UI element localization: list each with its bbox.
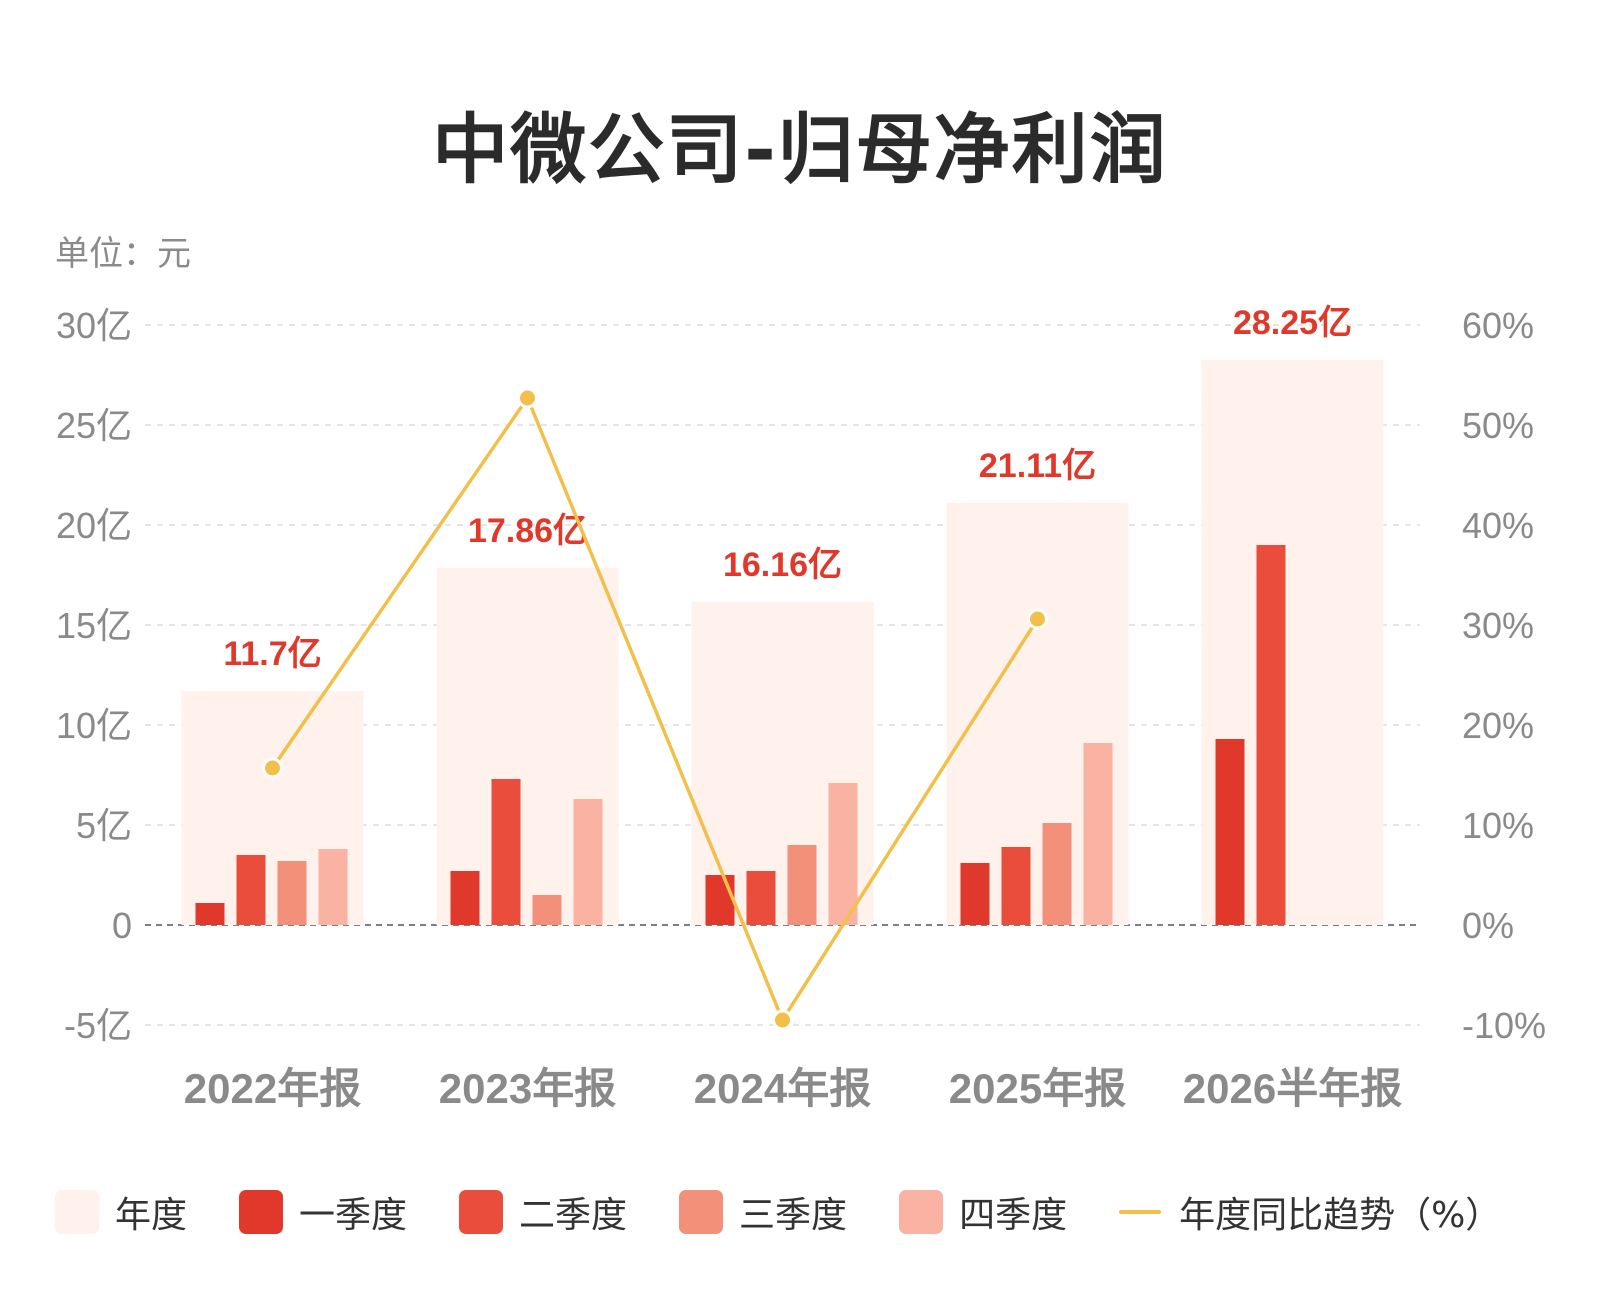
trend-point [1027, 608, 1048, 630]
left-axis-tick-label: 0 [112, 905, 132, 946]
unit-label: 单位：元 [55, 234, 191, 274]
trend-point [517, 387, 538, 409]
legend-swatch-q2 [459, 1190, 504, 1234]
quarter-bar-q2 [746, 871, 776, 925]
legend-swatch-q1 [239, 1190, 284, 1234]
legend-label-q3: 三季度 [739, 1195, 848, 1236]
trend-point [262, 757, 283, 779]
left-axis-tick-label: 15亿 [56, 605, 132, 646]
annual-value-label: 21.11亿 [979, 447, 1096, 485]
quarter-bar-q3 [787, 845, 817, 925]
legend-label-annual: 年度 [115, 1195, 188, 1236]
legend-item-q2: 二季度 [459, 1186, 627, 1238]
legend-item-q1: 一季度 [239, 1186, 407, 1238]
quarter-bar-q1 [960, 863, 990, 925]
legend-label-q2: 二季度 [519, 1195, 628, 1236]
legend-swatch-trend [1119, 1210, 1162, 1214]
quarter-bar-q4 [573, 799, 603, 925]
left-axis-tick-label: 25亿 [56, 405, 132, 446]
quarter-bar-q2 [1256, 545, 1286, 925]
right-axis-tick-label: -10% [1462, 1005, 1546, 1046]
annual-value-label: 17.86亿 [468, 512, 587, 550]
quarter-bar-q4 [828, 783, 858, 925]
legend-swatch-annual [55, 1190, 99, 1234]
category-label: 2026半年报 [1183, 1065, 1402, 1112]
quarter-bar-q3 [1042, 823, 1072, 925]
right-axis-tick-label: 30% [1462, 605, 1534, 646]
left-axis-tick-label: 10亿 [56, 705, 132, 746]
left-axis-tick-label: 20亿 [56, 505, 132, 546]
quarter-bar-q1 [450, 871, 480, 925]
quarter-bar-q4 [318, 849, 348, 925]
quarter-bar-q1 [195, 903, 225, 925]
legend-item-trend: 年度同比趋势（%） [1119, 1186, 1501, 1238]
quarter-bar-q4 [1083, 743, 1113, 925]
right-axis-tick-label: 20% [1462, 705, 1534, 746]
trend-line [271, 396, 1039, 1022]
right-axis-tick-label: 0% [1462, 905, 1514, 946]
category-label: 2025年报 [949, 1065, 1126, 1112]
quarter-bar-q2 [236, 855, 266, 925]
right-axis-tick-label: 50% [1462, 405, 1534, 446]
quarter-bar-q1 [1215, 739, 1245, 925]
quarter-bar-q2 [1001, 847, 1031, 925]
quarter-bar-q3 [532, 895, 562, 925]
annual-value-label: 16.16亿 [723, 546, 842, 584]
quarter-bar-q3 [277, 861, 307, 925]
annual-value-label: 11.7亿 [223, 635, 321, 673]
category-label: 2023年报 [439, 1065, 616, 1112]
legend-item-annual: 年度 [55, 1186, 187, 1238]
right-axis-tick-label: 40% [1462, 505, 1534, 546]
annual-value-label: 28.25亿 [1233, 304, 1352, 342]
legend-label-q1: 一季度 [299, 1195, 408, 1236]
trend-point [772, 1009, 793, 1031]
legend-item-q4: 四季度 [899, 1186, 1067, 1238]
quarter-bar-q1 [705, 875, 735, 925]
legend-label-trend: 年度同比趋势（%） [1179, 1195, 1502, 1236]
category-label: 2024年报 [694, 1065, 871, 1112]
chart-title: 中微公司-归母净利润 [432, 105, 1168, 194]
legend-swatch-q4 [899, 1190, 944, 1234]
category-label: 2022年报 [184, 1065, 361, 1112]
quarter-bar-q2 [491, 779, 521, 925]
legend-label-q4: 四季度 [959, 1195, 1068, 1236]
left-axis-tick-label: -5亿 [64, 1005, 132, 1046]
legend-item-q3: 三季度 [679, 1186, 847, 1238]
right-axis-tick-label: 60% [1462, 305, 1534, 346]
right-axis-tick-label: 10% [1462, 805, 1534, 846]
legend-swatch-q3 [679, 1190, 724, 1234]
legend: 年度 一季度 二季度 三季度 四季度 年度同比趋势（%） [55, 1188, 1553, 1236]
left-axis-tick-label: 5亿 [76, 805, 132, 846]
left-axis-tick-label: 30亿 [56, 305, 132, 346]
